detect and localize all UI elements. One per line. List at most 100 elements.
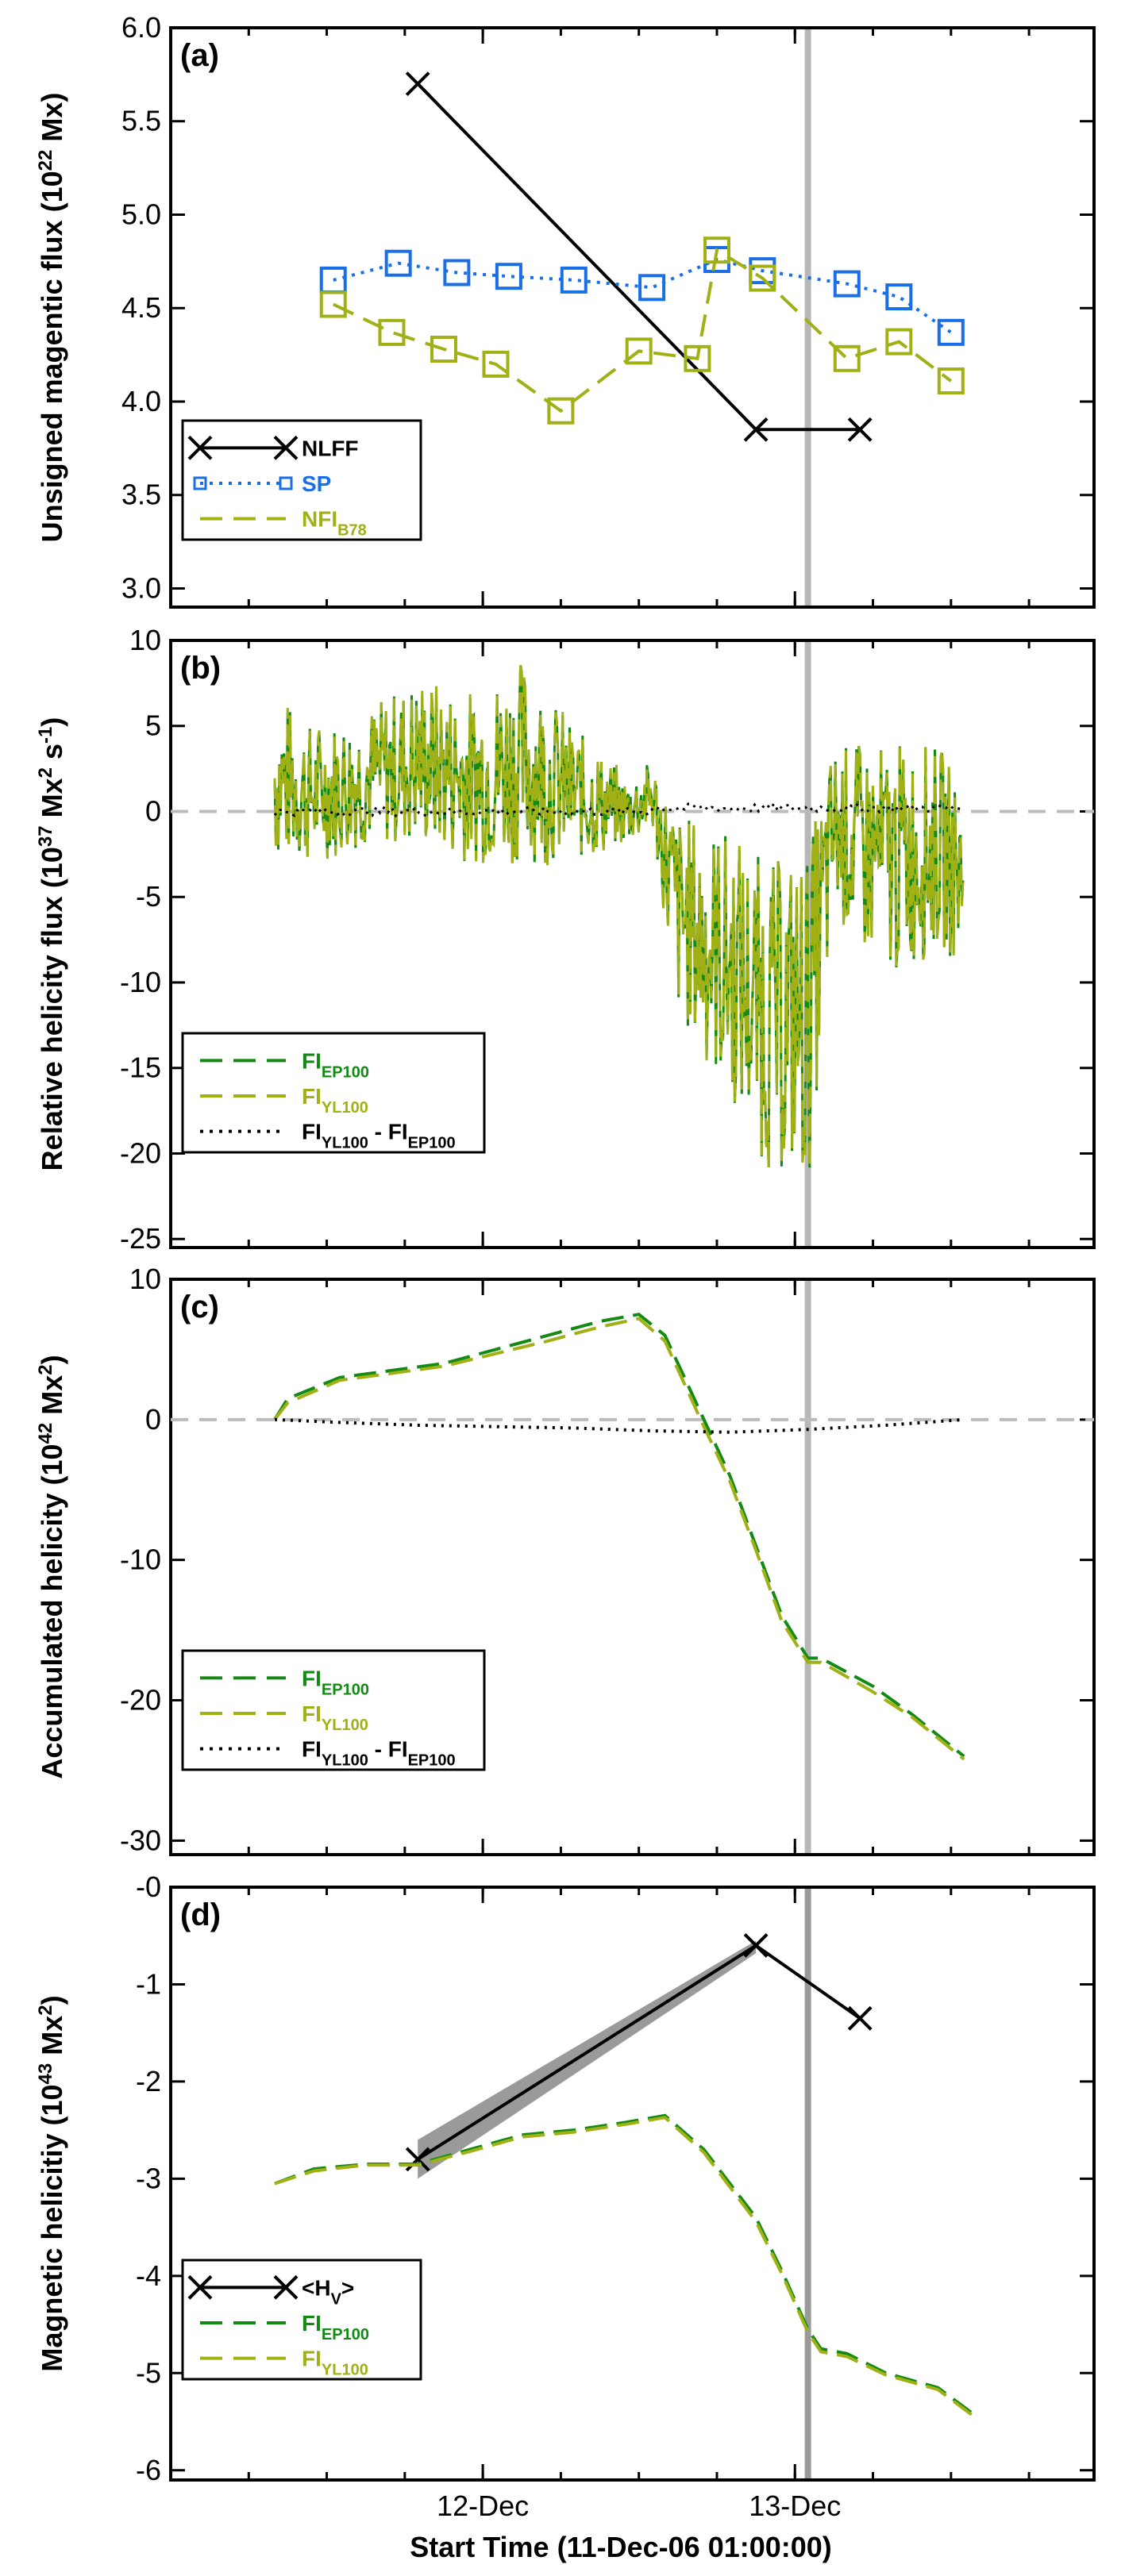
y-axis-label: Magnetic helicitiy (1043 Mx2) [35, 1995, 69, 2371]
y-axis-label-part: Mx [36, 1375, 68, 1423]
y-tick-label: -30 [120, 1824, 161, 1856]
legend-entry: FIEP100 [200, 2311, 369, 2343]
square-marker [833, 344, 861, 372]
legend-label-main: FI [302, 1120, 322, 1144]
square-marker [482, 350, 510, 378]
y-axis-label-part: Mx [36, 778, 68, 825]
legend-label-main: > [341, 2275, 354, 2300]
legend-label-sub: YL100 [322, 1135, 368, 1152]
series-line-fi-difference [273, 802, 962, 818]
y-axis-label-part: 37 [35, 825, 56, 847]
series-line-fi-yl100-fi-ep100 [274, 1417, 965, 1434]
x-marker [273, 2274, 299, 2300]
y-axis-label-part: Magnetic helicitiy (10 [36, 2084, 68, 2371]
legend-entry: FIYL100 [200, 2347, 368, 2379]
legend-label: FIYL100 - FIEP100 [302, 1120, 456, 1152]
legend-label-main: NFI [302, 507, 337, 532]
y-tick-label: 5.5 [121, 105, 161, 137]
legend-entry: FIEP100 [200, 1048, 369, 1081]
square-marker [749, 264, 776, 292]
y-tick-label: 5.0 [121, 198, 161, 230]
legend-label: FIYL100 [302, 2347, 368, 2379]
y-tick-label: 0 [145, 794, 161, 827]
y-tick-label: -3 [136, 2162, 161, 2194]
legend-box [181, 1649, 486, 1771]
y-axis-label-part: 2 [35, 2005, 56, 2015]
legend-label-sub: EP100 [322, 1063, 369, 1081]
y-tick-label: 3.5 [121, 479, 161, 511]
y-tick-label: -6 [136, 2454, 161, 2486]
square-marker [638, 274, 666, 302]
square-marker [443, 259, 471, 286]
y-tick-label: -2 [136, 2065, 161, 2097]
legend-label-sub: YL100 [322, 2362, 368, 2379]
legend-label-sub: EP100 [322, 1681, 369, 1698]
legend-label: FIEP100 [302, 1666, 369, 1698]
legend-label-main: <H [302, 2275, 331, 2300]
series-line-fi-yl100 [273, 1317, 965, 1761]
panel-b: -25 -20 -15 -10 -5 0 5 10 (b) Relative helicity f… [35, 624, 1096, 1255]
x-tick-label: 13-Dec [749, 2489, 841, 2522]
y-axis-label-part: s [36, 744, 68, 767]
y-axis-label: Accumulated helicity (1042 Mx2) [35, 1355, 69, 1778]
x-marker [743, 1933, 769, 1958]
y-axis-label: Unsigned magentic flux (1022 Mx) [35, 93, 69, 543]
legend-entry: NLFF [187, 435, 359, 460]
square-marker [833, 270, 861, 298]
legend-label-sub: YL100 [322, 1717, 368, 1734]
x-marker [187, 2274, 213, 2300]
legend-marker [279, 476, 293, 490]
y-tick-label: 0 [145, 1403, 161, 1436]
legend-entry: SP [193, 471, 331, 496]
square-marker [430, 336, 457, 363]
legend-label: FIEP100 [302, 2311, 369, 2343]
series-line-fi-ep100 [273, 1313, 965, 1758]
axes-frame [169, 26, 1096, 609]
x-marker [273, 435, 299, 460]
y-tick-label: -20 [120, 1683, 161, 1716]
x-marker [405, 2147, 430, 2172]
legend-label: FIYL100 [302, 1084, 368, 1117]
legend-label: FIYL100 [302, 1701, 368, 1734]
legend-label-main: FI [302, 1666, 322, 1690]
axes-frame [169, 1278, 1096, 1856]
legend-label-main: FI [302, 1048, 322, 1073]
legend-entry: NFIB78 [200, 507, 367, 540]
legend-label-main: - FI [368, 1737, 408, 1762]
y-axis-label-part: Accumulated helicity (10 [36, 1444, 68, 1778]
legend-label-sub: EP100 [408, 1752, 456, 1770]
y-tick-label: 5 [145, 709, 161, 742]
legend-label-main: FI [302, 1701, 322, 1726]
y-axis-label-part: ) [36, 1355, 68, 1364]
legend-label-sub: EP100 [322, 2326, 369, 2343]
legend-marker [193, 476, 207, 490]
legend-label-main: FI [302, 2347, 322, 2371]
legend-label-main: FI [302, 2311, 322, 2336]
y-axis-label-part: Unsigned magentic flux (10 [36, 171, 68, 542]
legend-entry: FIEP100 [200, 1666, 369, 1698]
y-axis-label-part: 43 [35, 2063, 56, 2085]
y-axis-label-part: ) [36, 717, 68, 727]
square-marker [684, 344, 711, 372]
y-axis-label: Relative helicity flux (1037 Mx2 s-1) [35, 717, 69, 1171]
square-marker [703, 236, 730, 264]
square-marker [885, 328, 913, 356]
legend-label: <HV> [302, 2275, 354, 2308]
y-tick-label: -0 [136, 1870, 161, 1903]
y-axis-label-part: 2 [35, 767, 56, 778]
panel-label: (a) [180, 38, 219, 73]
y-tick-label: -5 [136, 2356, 161, 2389]
legend: NLFF SP NFIB78 [181, 419, 422, 541]
legend-label-main: NLFF [302, 436, 359, 460]
x-marker [743, 417, 769, 442]
legend-entry: <HV> [187, 2274, 354, 2308]
square-marker [937, 318, 965, 346]
legend-label: SP [302, 471, 331, 496]
square-marker [560, 266, 588, 294]
legend-entry: FIYL100 - FIEP100 [200, 1737, 456, 1770]
legend-label: NFIB78 [302, 507, 367, 540]
panel-a: 3.0 3.5 4.0 4.5 5.0 5.5 6.0 (a) Unsigned magenti… [35, 11, 1096, 609]
